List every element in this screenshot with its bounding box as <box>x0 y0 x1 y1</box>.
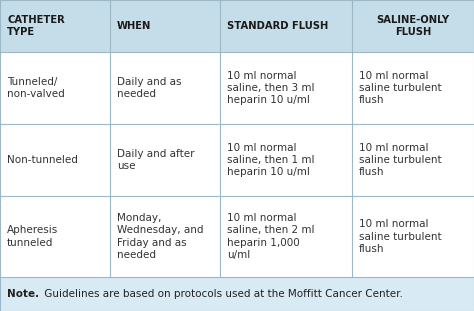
Text: 10 ml normal
saline turbulent
flush: 10 ml normal saline turbulent flush <box>359 143 442 177</box>
Text: Tunneled/
non-valved: Tunneled/ non-valved <box>7 77 65 99</box>
Text: 10 ml normal
saline turbulent
flush: 10 ml normal saline turbulent flush <box>359 219 442 254</box>
Text: 10 ml normal
saline turbulent
flush: 10 ml normal saline turbulent flush <box>359 71 442 105</box>
Text: Guidelines are based on protocols used at the Moffitt Cancer Center.: Guidelines are based on protocols used a… <box>41 289 402 299</box>
Text: Apheresis
tunneled: Apheresis tunneled <box>7 225 58 248</box>
Text: Daily and after
use: Daily and after use <box>117 149 195 171</box>
Text: 10 ml normal
saline, then 2 ml
heparin 1,000
u/ml: 10 ml normal saline, then 2 ml heparin 1… <box>227 213 315 260</box>
Text: Monday,
Wednesday, and
Friday and as
needed: Monday, Wednesday, and Friday and as nee… <box>117 213 204 260</box>
Bar <box>0 196 474 277</box>
Text: STANDARD FLUSH: STANDARD FLUSH <box>227 21 328 31</box>
Bar <box>0 0 474 52</box>
Text: WHEN: WHEN <box>117 21 152 31</box>
Bar <box>0 52 474 124</box>
Text: 10 ml normal
saline, then 1 ml
heparin 10 u/ml: 10 ml normal saline, then 1 ml heparin 1… <box>227 143 315 177</box>
Text: 10 ml normal
saline, then 3 ml
heparin 10 u/ml: 10 ml normal saline, then 3 ml heparin 1… <box>227 71 315 105</box>
Bar <box>0 124 474 196</box>
Bar <box>0 277 474 311</box>
Text: SALINE-ONLY
FLUSH: SALINE-ONLY FLUSH <box>376 15 449 37</box>
Text: CATHETER
TYPE: CATHETER TYPE <box>7 15 65 37</box>
Text: Non-tunneled: Non-tunneled <box>7 155 78 165</box>
Text: Note.: Note. <box>7 289 39 299</box>
Text: Daily and as
needed: Daily and as needed <box>117 77 182 99</box>
